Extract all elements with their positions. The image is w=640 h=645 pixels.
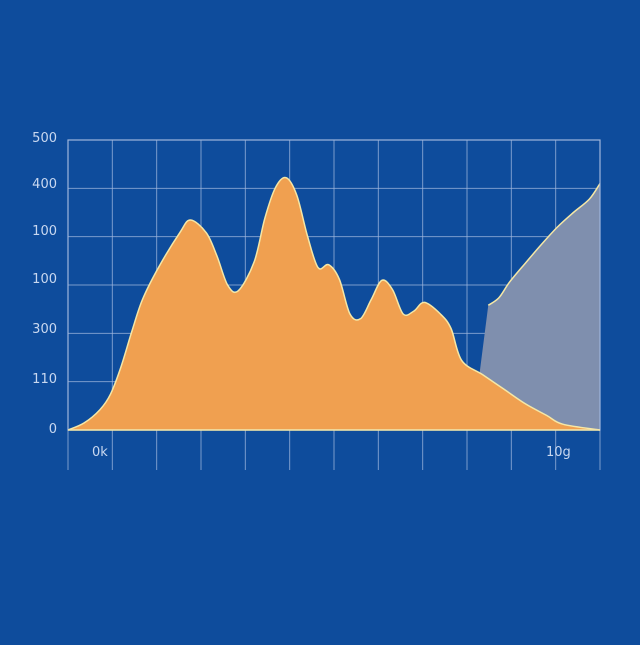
y-tick-label: 500: [32, 131, 57, 146]
y-tick-label: 300: [32, 322, 57, 337]
y-tick-label: 110: [32, 372, 57, 387]
y-tick-label: 100: [32, 272, 57, 287]
y-tick-label: 400: [32, 177, 57, 192]
gray-area-outline: [487, 183, 601, 306]
orange-area-series: [68, 177, 600, 430]
gray-area-series: [472, 183, 600, 430]
x-tick-label: 10g: [546, 445, 571, 460]
y-tick-label: 0: [49, 422, 57, 437]
orange-area-outline: [67, 176, 601, 431]
x-tick-label: 0k: [92, 445, 108, 460]
y-tick-label: 100: [32, 224, 57, 239]
